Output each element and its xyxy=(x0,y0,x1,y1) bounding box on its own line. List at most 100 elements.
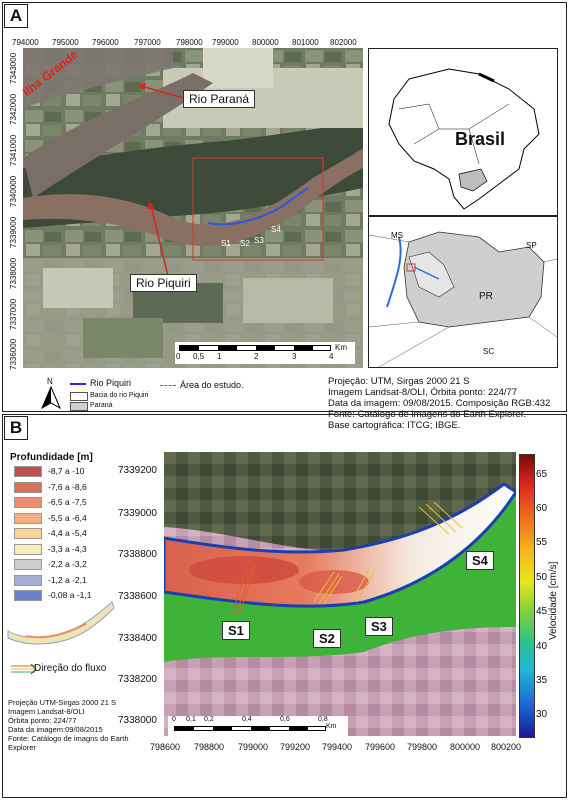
section-label-s1: S1 xyxy=(221,239,231,248)
scalebar-tick: 0 xyxy=(172,716,176,723)
x-tick: 799600 xyxy=(365,742,396,752)
y-tick: 7338600 xyxy=(118,591,157,602)
depth-legend-item: -2,2 a -3,2 xyxy=(14,559,87,571)
meta-line: Imagem Landsat-8/OLI, Órbita ponto: 224/… xyxy=(328,387,518,398)
depth-legend-item: -5,5 a -6,4 xyxy=(14,513,87,524)
y-tick: 7340000 xyxy=(9,175,18,207)
colorbar-tick: 30 xyxy=(536,709,548,721)
velocity-map xyxy=(164,452,516,736)
sp-label: SP xyxy=(526,241,537,250)
x-tick: 799400 xyxy=(322,742,353,752)
panel-a-scalebar: 0 0,5 1 2 3 4 Km xyxy=(175,342,355,364)
scalebar-unit: Km xyxy=(335,343,347,352)
meta-line: Explorer xyxy=(8,743,36,752)
panel-a-letter: A xyxy=(4,4,28,28)
x-tick: 798000 xyxy=(176,38,203,47)
x-tick: 795000 xyxy=(52,38,79,47)
meta-line: Data da imagem: 09/08/2015. Composição R… xyxy=(328,398,551,409)
brasil-map xyxy=(388,68,540,210)
parana-inset: MS SP PR SC xyxy=(368,216,558,368)
depth-legend-label: -6,5 a -7,5 xyxy=(48,497,87,507)
depth-legend-item: -1,2 a -2,1 xyxy=(14,575,87,586)
sc-label: SC xyxy=(483,347,495,356)
depth-legend-label: -5,5 a -6,4 xyxy=(48,512,87,523)
y-tick: 7339000 xyxy=(9,216,18,248)
legend-study-label: Área do estudo. xyxy=(180,380,244,390)
depth-legend-item: -3,3 a -4,3 xyxy=(14,544,87,555)
panel-a-frame xyxy=(2,2,567,412)
section-box-s2: S2 xyxy=(313,629,341,648)
y-tick: 7342000 xyxy=(9,93,18,125)
y-tick: 7337000 xyxy=(9,298,18,330)
depth-legend-item: -6,5 a -7,5 xyxy=(14,497,87,509)
meta-line: Imagem Landsat-8/OLI xyxy=(8,707,85,716)
scalebar-tick: 0,6 xyxy=(280,716,290,723)
y-tick: 7339000 xyxy=(118,508,157,519)
x-tick: 799000 xyxy=(212,38,239,47)
colorbar-tick: 45 xyxy=(536,606,548,618)
depth-legend-label: -7,6 a -8,6 xyxy=(48,481,87,492)
depth-swatch xyxy=(14,497,42,509)
meta-line: Fonte: Catálogo de imagns do Earth xyxy=(8,734,129,743)
depth-legend-title: Profundidade [m] xyxy=(10,452,93,463)
north-label: N xyxy=(47,377,53,386)
depth-legend-label: -2,2 a -3,2 xyxy=(48,559,87,569)
depth-swatch xyxy=(14,559,42,571)
section-label-s4: S4 xyxy=(271,225,281,234)
colorbar-tick: 50 xyxy=(536,571,548,583)
y-tick: 7338800 xyxy=(118,549,157,560)
depth-swatch xyxy=(14,528,42,540)
legend-river-line xyxy=(70,383,86,385)
legend-parana-swatch xyxy=(70,402,88,411)
y-tick: 7338400 xyxy=(118,633,157,644)
depth-swatch xyxy=(14,543,42,555)
y-tick: 7338000 xyxy=(118,715,157,726)
x-tick: 796000 xyxy=(92,38,119,47)
depth-legend-label: -3,3 a -4,3 xyxy=(48,543,87,554)
legend-bacia-label: Bacia do rio Piquiri xyxy=(90,392,149,399)
section-box-s3: S3 xyxy=(365,617,393,636)
x-tick: 799800 xyxy=(407,742,438,752)
depth-legend-item: -7,6 a -8,6 xyxy=(14,482,87,493)
brasil-label: Brasil xyxy=(455,129,506,149)
x-tick: 801000 xyxy=(292,38,319,47)
section-label-s3: S3 xyxy=(254,236,264,245)
north-arrow-icon xyxy=(40,386,62,410)
depth-swatch xyxy=(14,574,42,586)
panel-b-letter: B xyxy=(4,416,28,440)
x-tick: 799000 xyxy=(238,742,269,752)
depth-swatch xyxy=(14,481,42,493)
y-tick: 7338000 xyxy=(9,257,18,289)
panel-b-metadata: Projeção UTM-Sirgas 2000 21 S Imagem Lan… xyxy=(8,698,129,752)
scalebar-tick: 0,8 xyxy=(318,716,328,723)
brasil-inset: Brasil xyxy=(368,48,558,216)
depth-legend-item: -8,7 a -10 xyxy=(14,466,85,478)
x-tick: 800000 xyxy=(450,742,481,752)
scalebar-bar xyxy=(179,345,331,351)
depth-legend-label: -8,7 a -10 xyxy=(48,466,85,476)
y-tick: 7339200 xyxy=(118,465,157,476)
section-box-s1: S1 xyxy=(222,621,250,640)
scalebar-tick: 1 xyxy=(217,352,222,361)
section-box-s4: S4 xyxy=(466,551,494,570)
depth-legend-item: -0,08 a -1,1 xyxy=(14,590,91,602)
rio-piquiri-label: Rio Piquiri xyxy=(130,274,197,292)
panel-b-frame xyxy=(2,414,567,798)
colorbar-tick: 40 xyxy=(536,640,548,652)
ms-label: MS xyxy=(391,231,403,240)
x-tick: 798600 xyxy=(150,742,181,752)
meta-line: Base cartográfica: ITCG; IBGE. xyxy=(328,420,461,431)
depth-legend-label: -4,4 a -5,4 xyxy=(48,528,87,538)
meta-line: Órbita ponto: 224/77 xyxy=(8,716,77,725)
x-tick: 798800 xyxy=(194,742,225,752)
scalebar-tick: 0,4 xyxy=(242,716,252,723)
meta-line: Projeção: UTM, Sirgas 2000 21 S xyxy=(328,376,470,387)
depth-swatch xyxy=(14,590,42,602)
colorbar-tick: 60 xyxy=(536,503,548,515)
pr-label: PR xyxy=(479,291,493,302)
scalebar-tick: 2 xyxy=(254,352,259,361)
scalebar-tick: 4 xyxy=(329,352,334,361)
legend-river-label: Rio Piquiri xyxy=(90,378,132,388)
meta-line: Data da imagem:09/08/2015 xyxy=(8,725,103,734)
x-tick: 797000 xyxy=(134,38,161,47)
